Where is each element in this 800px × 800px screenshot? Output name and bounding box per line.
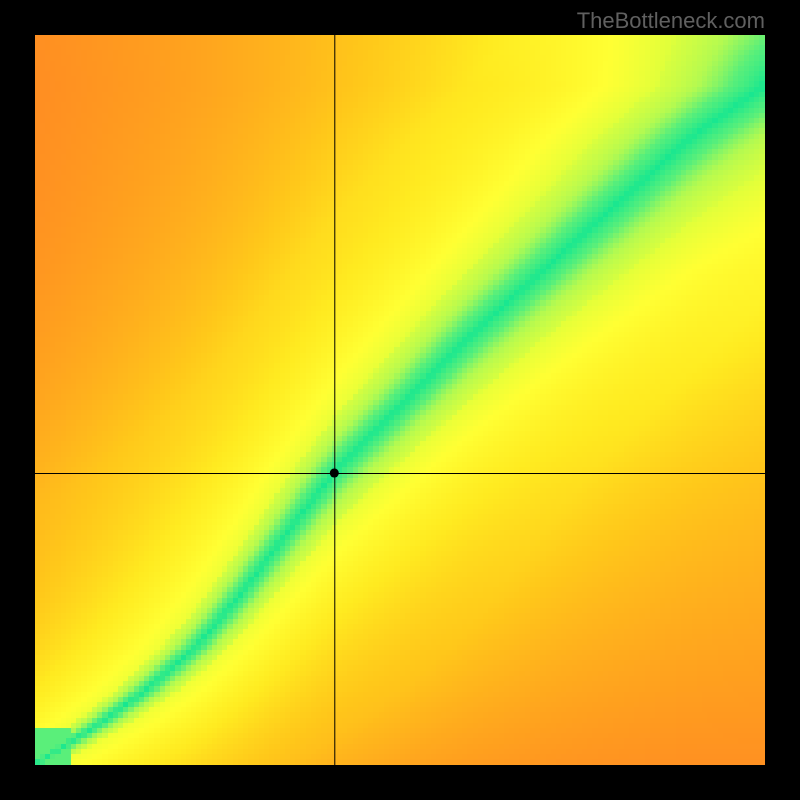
watermark-text: TheBottleneck.com [577,8,765,34]
heatmap-plot [35,35,765,765]
heatmap-canvas [35,35,765,765]
